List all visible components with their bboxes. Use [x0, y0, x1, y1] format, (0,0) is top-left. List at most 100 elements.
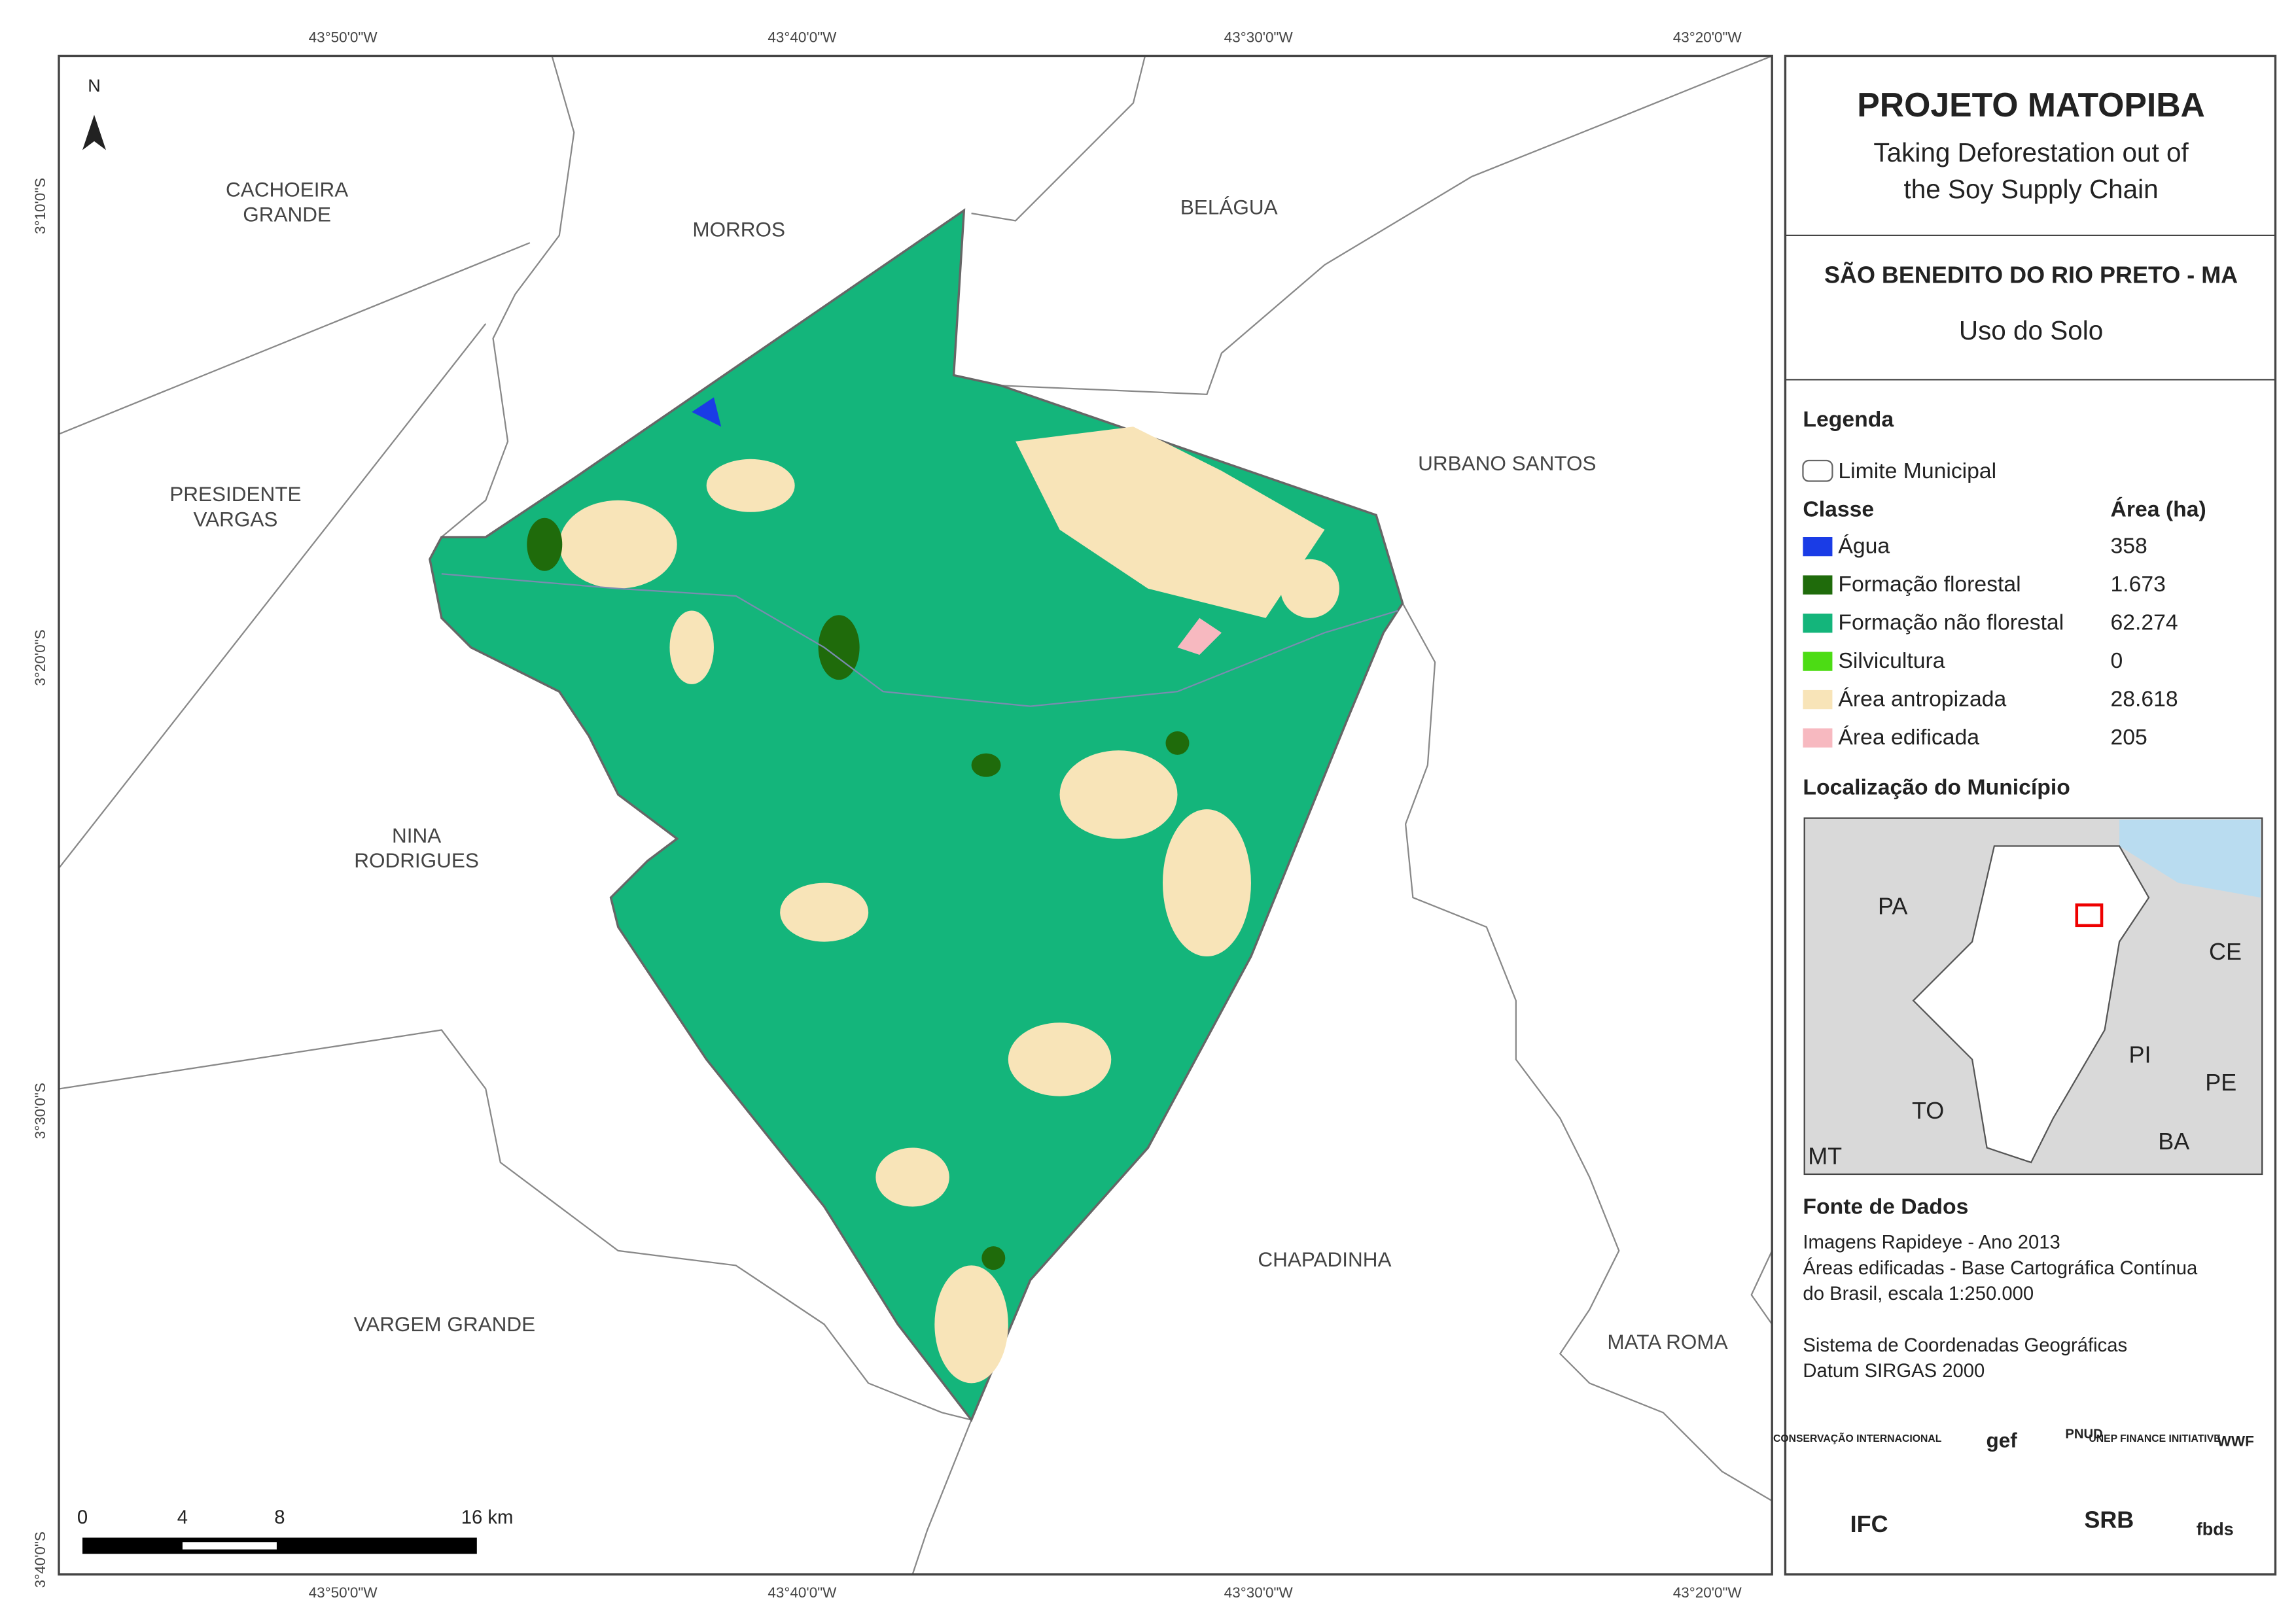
boundary: [971, 56, 1146, 222]
municipality: SÃO BENEDITO DO RIO PRETO - MA: [1824, 261, 2238, 288]
map-frame: [58, 54, 1773, 1576]
boundary: [1750, 1250, 1773, 1325]
patch: [1059, 750, 1178, 839]
source-line: Áreas edificadas - Base Cartográfica Con…: [1803, 1257, 2198, 1279]
lon-label: 43°20'0"W: [1673, 29, 1742, 45]
logo: fbds: [2197, 1519, 2234, 1539]
place-name: VARGEM GRANDE: [354, 1312, 536, 1336]
lon-label: 43°50'0"W: [309, 1584, 378, 1601]
state-label: BA: [2158, 1128, 2189, 1155]
municipal-boundaries: [59, 56, 1773, 1575]
sources-heading: Fonte de Dados: [1803, 1195, 1968, 1219]
boundary: [911, 1420, 972, 1575]
place-name: NINA RODRIGUES: [354, 824, 479, 872]
scale-bar: 0 4 8 16 km: [77, 1507, 514, 1554]
lat-label: 3°10'0"S: [32, 178, 48, 234]
patch: [1165, 731, 1190, 755]
patch: [818, 615, 860, 680]
logo: gef: [1986, 1429, 2017, 1452]
state-label: PI: [2129, 1041, 2151, 1068]
place-name: PRESIDENTE VARGAS: [169, 482, 301, 531]
river: [441, 573, 1399, 707]
boundary: [59, 323, 487, 869]
lon-label: 43°20'0"W: [1673, 1584, 1742, 1601]
forest-areas: [527, 517, 1190, 1270]
patch: [875, 1147, 949, 1207]
sources: Imagens Rapideye - Ano 2013 Áreas edifica…: [1803, 1232, 2198, 1382]
source-line: Imagens Rapideye - Ano 2013: [1803, 1232, 2060, 1253]
legend-label: Formação florestal: [1838, 572, 2021, 597]
patch: [1280, 559, 1339, 618]
lon-label: 43°40'0"W: [768, 29, 837, 45]
legend-swatch: [1803, 613, 1833, 633]
anthropized-areas: [559, 427, 1339, 1384]
map-frame-content: [59, 56, 1773, 1575]
scale-segment: [182, 1542, 277, 1550]
patch: [669, 610, 714, 684]
logo: WWF: [2217, 1433, 2254, 1449]
scale-label: 8: [274, 1507, 285, 1528]
lon-label: 43°50'0"W: [309, 29, 378, 45]
side-panel: PROJETO MATOPIBA Taking Deforestation ou…: [1773, 54, 2277, 1576]
place-name: CHAPADINHA: [1258, 1248, 1391, 1271]
scale-label: 0: [77, 1507, 88, 1528]
lon-label: 43°30'0"W: [1224, 29, 1294, 45]
north-arrow: N: [82, 76, 106, 150]
lat-label: 3°20'0"S: [32, 629, 48, 686]
legend-area: 28.618: [2111, 687, 2178, 712]
state-label: PA: [1878, 892, 1907, 919]
legend-swatch: [1803, 537, 1833, 557]
logo: IFC: [1850, 1510, 1888, 1537]
panel-frame: [1784, 54, 2277, 1576]
place-name: URBANO SANTOS: [1418, 451, 1596, 475]
boundary: [441, 56, 575, 538]
legend-area: 205: [2111, 725, 2147, 750]
legend-label: Água: [1838, 534, 1890, 559]
source-line: Datum SIRGAS 2000: [1803, 1361, 1985, 1382]
legend-label: Silvicultura: [1838, 648, 1945, 673]
patch: [1162, 809, 1251, 957]
lon-label: 43°40'0"W: [768, 1584, 837, 1601]
scale-label: 16 km: [461, 1507, 514, 1528]
coordinates: 43°50'0"W 43°50'0"W 43°40'0"W 43°40'0"W 43°3…: [32, 29, 1742, 1601]
patch: [527, 517, 563, 571]
boundary-swatch: [1802, 459, 1833, 482]
legend-swatch: [1803, 689, 1833, 710]
patch: [1008, 1022, 1112, 1096]
state-label: CE: [2209, 938, 2242, 965]
sea: [2119, 819, 2261, 898]
boundary: [1000, 56, 1773, 395]
north-arrow-shape: [82, 114, 106, 150]
legend-area: 1.673: [2111, 572, 2166, 597]
legend-swatch: [1803, 652, 1833, 671]
inset-map: PA CE PI TO PE BA MT: [1803, 817, 2263, 1176]
state-labels: PA CE PI TO PE BA MT: [1808, 892, 2242, 1169]
scale-label: 4: [177, 1507, 188, 1528]
patch: [971, 753, 1001, 777]
class-header: Classe: [1803, 497, 1874, 521]
legend-swatch: [1803, 575, 1833, 595]
legend-label: Área antropizada: [1838, 687, 2006, 712]
lat-label: 3°40'0"S: [32, 1531, 48, 1588]
boundary: [59, 1029, 972, 1421]
logo: UNEP FINANCE INITIATIVE: [2089, 1433, 2220, 1444]
legend-area: 0: [2111, 648, 2123, 673]
legend-swatch: [1803, 728, 1833, 748]
water: [692, 397, 722, 427]
state-label: MT: [1808, 1143, 1842, 1170]
logo: SRB: [2084, 1506, 2134, 1533]
subtitle: Taking Deforestation out of: [1873, 137, 2189, 167]
locator: [2075, 903, 2104, 928]
legend-area: 62.274: [2111, 610, 2178, 635]
source-line: Sistema de Coordenadas Geográficas: [1803, 1335, 2127, 1356]
legend-label: Formação não florestal: [1838, 610, 2064, 635]
place-name: CACHOEIRA GRANDE: [226, 178, 348, 226]
boundary: [1402, 602, 1773, 1502]
subtitle: the Soy Supply Chain: [1903, 174, 2158, 204]
patch: [559, 500, 677, 589]
north-label: N: [88, 76, 101, 96]
place-name: MATA ROMA: [1607, 1330, 1727, 1353]
patch: [981, 1246, 1006, 1270]
